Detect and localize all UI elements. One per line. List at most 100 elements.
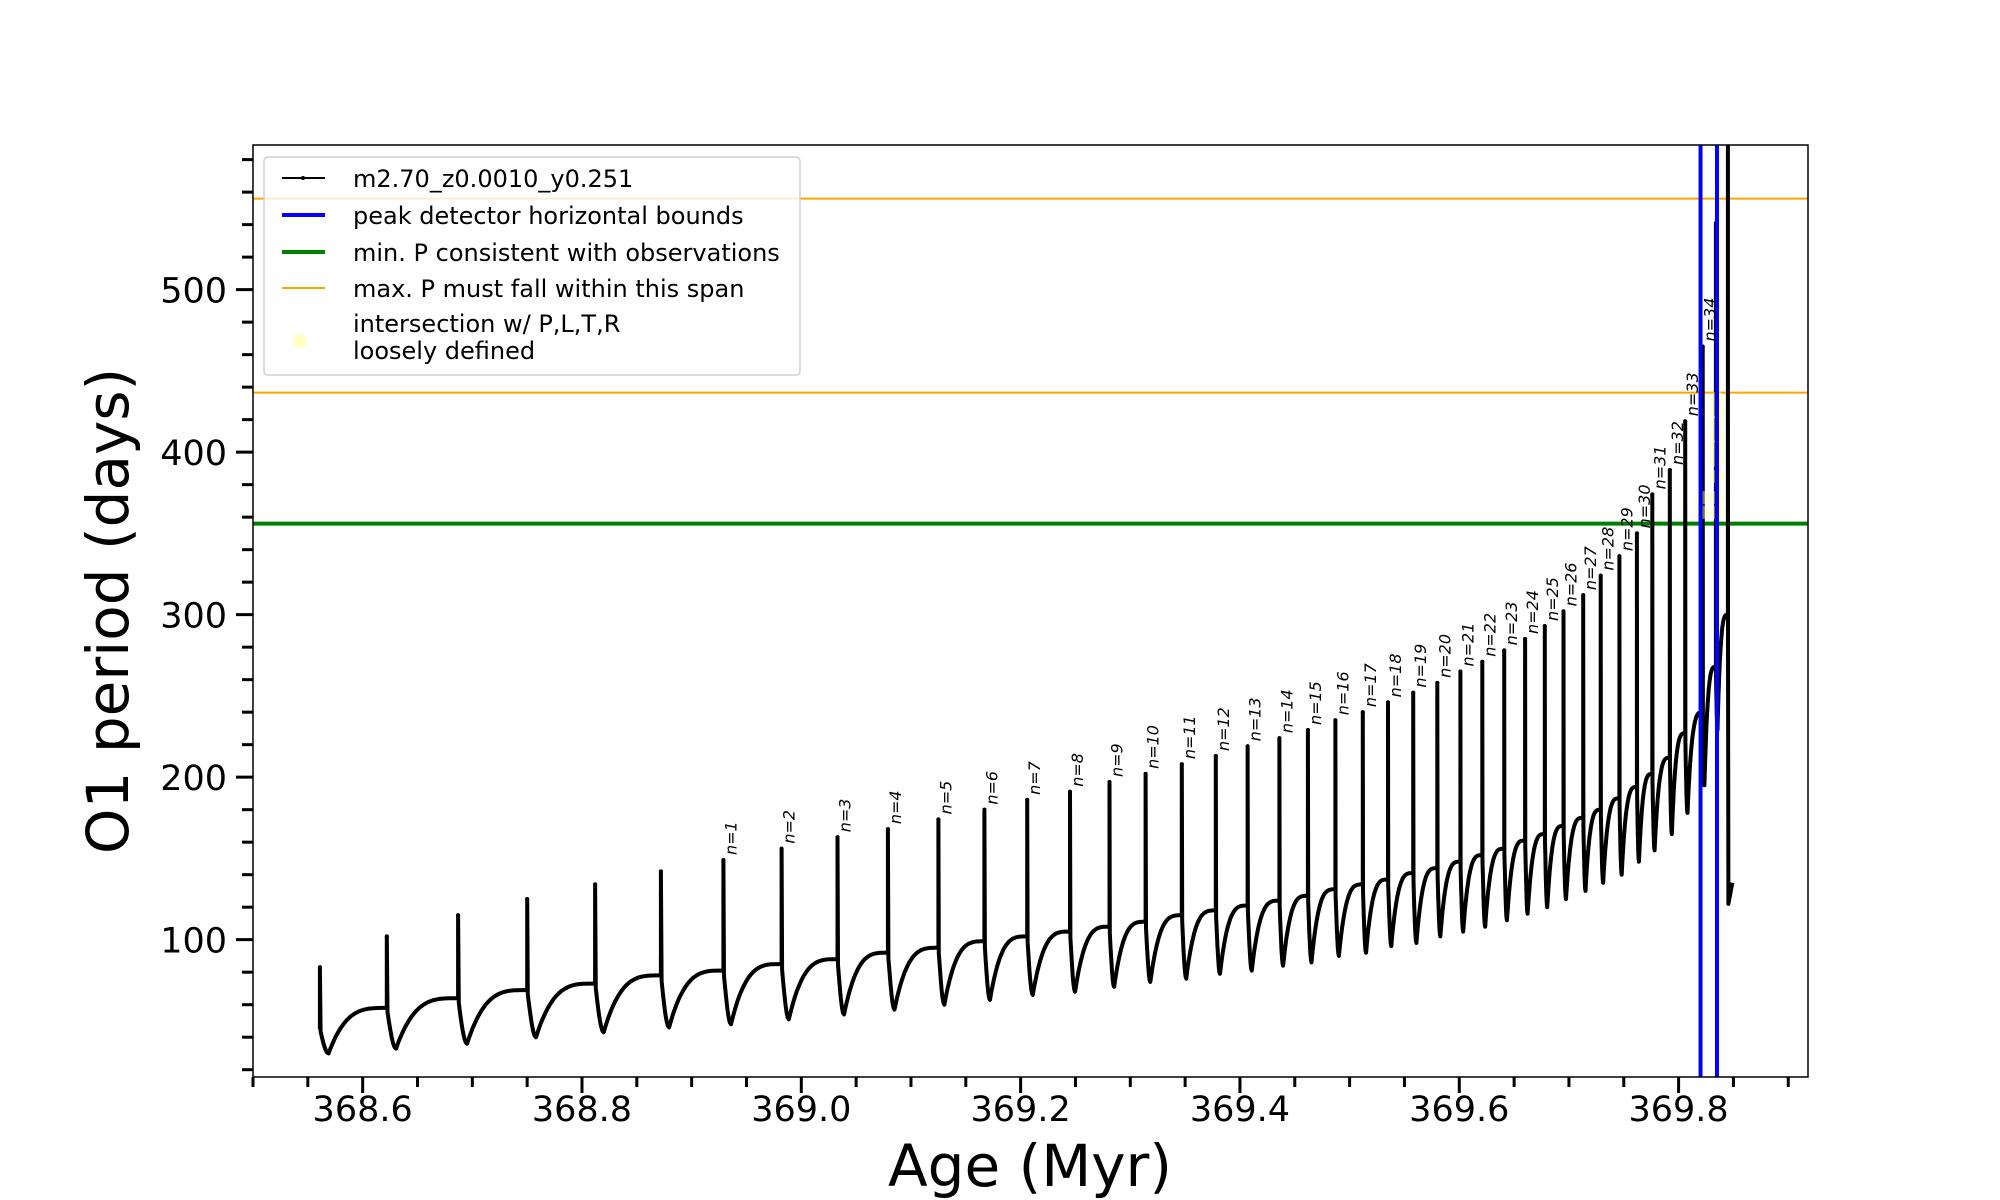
- pulse-label: n=34: [1701, 298, 1720, 342]
- legend-marker-intersection: [293, 334, 307, 348]
- y-axis-title: O1 period (days): [74, 368, 142, 854]
- legend-label-min-period: min. P consistent with observations: [353, 239, 780, 267]
- y-tick-label: 500: [160, 272, 227, 312]
- pulse-peak-point: [779, 846, 784, 851]
- pulse-peak-point: [525, 897, 530, 902]
- legend-box: [263, 156, 801, 376]
- legend-label-intersection-line1: intersection w/ P,L,T,R: [353, 310, 620, 338]
- pulse-label: n=3: [835, 799, 854, 833]
- pulse-peak-point: [1435, 680, 1440, 685]
- pulse-label: n=16: [1333, 671, 1352, 715]
- legend-label-max-period-span: max. P must fall within this span: [353, 275, 744, 303]
- pulse-label: n=4: [886, 790, 905, 824]
- pulse-label: n=22: [1480, 613, 1499, 657]
- pulse-peak-point: [1385, 700, 1390, 705]
- pulse-label: n=26: [1561, 563, 1580, 607]
- x-tick-label: 369.0: [751, 1090, 851, 1130]
- x-tick-label: 369.2: [971, 1090, 1071, 1130]
- pulse-label: n=23: [1502, 602, 1521, 646]
- pulse-peak-point: [1581, 593, 1586, 598]
- pulse-labels: n=1 n=2 n=3 n=4 n=5 n=6 n=7 n=8 n=9 n=10 n=11 n=12 n…: [721, 298, 1719, 855]
- pulse-peak-point: [1143, 771, 1148, 776]
- legend-label-intersection-line2: loosely defined: [353, 337, 535, 365]
- pulse-label: n=32: [1668, 421, 1687, 465]
- pulse-label: n=2: [780, 810, 799, 844]
- pulse-peak-point: [982, 807, 987, 812]
- pulse-label: n=8: [1068, 753, 1087, 787]
- x-axis: 368.6 368.8 369.0 369.2 369.4 369.6 369.8: [251, 1077, 1790, 1130]
- pulse-label: n=5: [936, 781, 955, 815]
- y-axis: 100 200 300 400 500: [160, 158, 253, 1072]
- pulse-label: n=33: [1683, 372, 1702, 416]
- pulse-peak-point: [721, 858, 726, 863]
- x-tick-label: 369.6: [1409, 1090, 1509, 1130]
- y-tick-label: 300: [160, 597, 227, 637]
- pulse-peak-point: [456, 913, 461, 918]
- pulse-peak-point: [1333, 718, 1338, 723]
- pulse-label: n=1: [721, 821, 740, 855]
- pulse-label: n=31: [1650, 445, 1669, 489]
- legend: m2.70_z0.0010_y0.251 peak detector horiz…: [263, 156, 801, 376]
- pulse-peak-point: [1480, 659, 1485, 664]
- pulse-label: n=29: [1617, 507, 1636, 551]
- x-tick-label: 368.6: [313, 1090, 413, 1130]
- y-tick-label: 400: [160, 434, 227, 474]
- x-tick-label: 368.8: [532, 1090, 632, 1130]
- pulse-peak-point: [1360, 710, 1365, 715]
- pulse-label: n=20: [1435, 634, 1454, 678]
- pulse-peak-point: [1067, 789, 1072, 794]
- pulse-label: n=19: [1411, 644, 1430, 688]
- pulse-label: n=15: [1306, 681, 1325, 725]
- plot-frame: [252, 144, 1809, 1078]
- pulse-label: n=21: [1458, 623, 1477, 667]
- pulse-label: n=18: [1386, 654, 1405, 698]
- pulse-label: n=6: [982, 771, 1001, 805]
- pulse-label: n=14: [1277, 689, 1296, 733]
- pulse-peak-point: [1458, 669, 1463, 674]
- y-tick-label: 200: [160, 759, 227, 799]
- pulse-peak-point: [1179, 762, 1184, 767]
- pulse-peak-point: [317, 965, 322, 970]
- pulse-label: n=28: [1599, 527, 1618, 571]
- pulse-label: n=25: [1543, 577, 1562, 621]
- x-tick-label: 369.4: [1190, 1090, 1290, 1130]
- pulse-peak-point: [1411, 690, 1416, 695]
- legend-marker-model: [301, 176, 305, 180]
- pulse-peak-point: [835, 835, 840, 840]
- pulse-peak-point: [1617, 554, 1622, 559]
- pulse-label: n=10: [1144, 725, 1163, 769]
- pulse-peak-point: [936, 817, 941, 822]
- pulse-peak-point: [1542, 624, 1547, 629]
- pulse-label: n=13: [1246, 697, 1265, 741]
- pulse-label: n=9: [1107, 743, 1126, 777]
- pulse-peak-point: [1305, 728, 1310, 733]
- pulse-peak-point: [1523, 637, 1528, 642]
- pulse-label: n=27: [1581, 545, 1600, 590]
- pulse-peak-point: [593, 882, 598, 887]
- pulse-peak-point: [1213, 754, 1218, 759]
- pulse-peak-point: [1683, 419, 1688, 424]
- pulse-label: n=24: [1523, 590, 1542, 634]
- y-tick-label: 100: [160, 922, 227, 962]
- x-tick-label: 369.8: [1628, 1090, 1728, 1130]
- pulse-peak-point: [1650, 492, 1655, 497]
- pulse-peak-point: [1025, 797, 1030, 802]
- pulse-peak-point: [1598, 573, 1603, 578]
- legend-label-model: m2.70_z0.0010_y0.251: [353, 165, 633, 193]
- pulse-label: n=11: [1180, 715, 1199, 759]
- peak-bounds-layer: [1698, 145, 1719, 1077]
- legend-label-peak-bounds: peak detector horizontal bounds: [353, 202, 744, 230]
- x-axis-title: Age (Myr): [888, 1132, 1172, 1200]
- pulse-label: n=17: [1361, 662, 1380, 707]
- pulse-peak-point: [384, 934, 389, 939]
- pulse-peak-point: [658, 869, 663, 874]
- pulse-peak-point: [1245, 744, 1250, 749]
- pulse-peak-point: [1561, 609, 1566, 614]
- pulse-label: n=30: [1635, 484, 1654, 528]
- pulse-peak-point: [1634, 531, 1639, 536]
- pulse-label: n=12: [1214, 707, 1233, 751]
- pulse-peak-point: [1277, 736, 1282, 741]
- pulse-label: n=7: [1025, 760, 1044, 795]
- pulse-peak-point: [1107, 780, 1112, 785]
